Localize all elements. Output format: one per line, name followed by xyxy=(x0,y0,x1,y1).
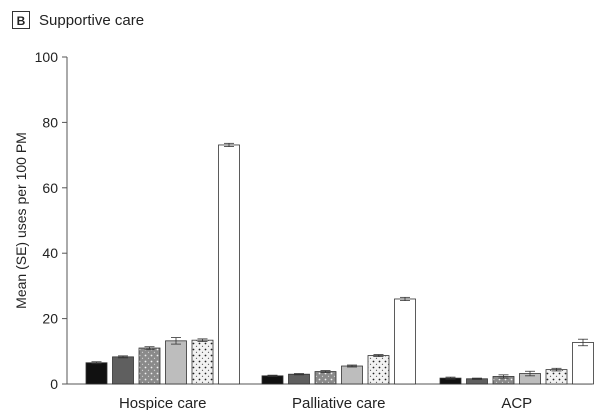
bar xyxy=(191,339,214,385)
y-tick-label: 80 xyxy=(42,114,58,130)
bar xyxy=(314,371,337,385)
y-tick-label: 40 xyxy=(42,245,58,261)
bar xyxy=(138,347,161,385)
y-tick-label: 60 xyxy=(42,180,58,196)
bar xyxy=(261,375,284,385)
panel-letter: B xyxy=(12,11,30,29)
bar xyxy=(288,373,310,385)
bars xyxy=(85,144,594,385)
bar xyxy=(112,356,134,385)
chart-title: Supportive care xyxy=(39,11,145,29)
axis-labels: 0 20 40 60 80 100 Mean (SE) uses per 100 PM Hos… xyxy=(13,49,532,410)
y-tick-label: 20 xyxy=(42,311,58,327)
category-label: Hospice care xyxy=(119,395,207,410)
bar xyxy=(165,340,187,385)
bar xyxy=(218,144,240,385)
y-tick-label: 0 xyxy=(50,376,58,392)
bar xyxy=(341,365,363,385)
bar xyxy=(394,298,416,385)
error-bars xyxy=(91,142,588,380)
panel-header: B Supportive care xyxy=(12,8,144,32)
category-label: Palliative care xyxy=(292,395,385,410)
bar xyxy=(545,369,568,385)
y-axis-title: Mean (SE) uses per 100 PM xyxy=(13,132,29,309)
category-label: ACP xyxy=(501,395,532,410)
bar xyxy=(85,362,108,385)
bar xyxy=(367,355,390,385)
y-tick-label: 100 xyxy=(35,49,59,65)
bar xyxy=(572,342,594,385)
axes xyxy=(62,56,592,385)
